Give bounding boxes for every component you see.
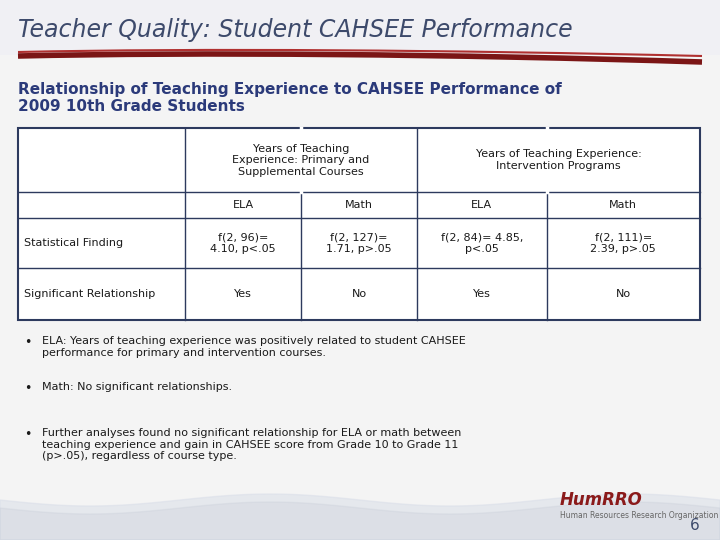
Text: Further analyses found no significant relationship for ELA or math between
teach: Further analyses found no significant re… bbox=[42, 428, 462, 461]
Text: Years of Teaching Experience:
Intervention Programs: Years of Teaching Experience: Interventi… bbox=[476, 150, 642, 171]
Text: ELA: ELA bbox=[233, 200, 253, 210]
Text: Yes: Yes bbox=[473, 289, 491, 299]
Text: Statistical Finding: Statistical Finding bbox=[24, 238, 123, 248]
Bar bbox=[18, 128, 700, 320]
Bar bbox=[0, 0, 720, 55]
Text: 2009 10th Grade Students: 2009 10th Grade Students bbox=[18, 99, 245, 114]
Text: •: • bbox=[24, 428, 32, 441]
Text: Relationship of Teaching Experience to CAHSEE Performance of: Relationship of Teaching Experience to C… bbox=[18, 82, 562, 97]
Text: •: • bbox=[24, 382, 32, 395]
Text: Yes: Yes bbox=[234, 289, 252, 299]
Text: f(2, 84)= 4.85,
p<.05: f(2, 84)= 4.85, p<.05 bbox=[441, 232, 523, 254]
Text: Years of Teaching
Experience: Primary and
Supplemental Courses: Years of Teaching Experience: Primary an… bbox=[233, 144, 369, 177]
Text: HumRRO: HumRRO bbox=[560, 491, 643, 509]
Text: f(2, 96)=
4.10, p<.05: f(2, 96)= 4.10, p<.05 bbox=[210, 232, 276, 254]
Text: No: No bbox=[351, 289, 366, 299]
Text: ELA: Years of teaching experience was positively related to student CAHSEE
perfo: ELA: Years of teaching experience was po… bbox=[42, 336, 466, 357]
Text: f(2, 127)=
1.71, p>.05: f(2, 127)= 1.71, p>.05 bbox=[326, 232, 392, 254]
Text: Math: No significant relationships.: Math: No significant relationships. bbox=[42, 382, 232, 392]
Text: Human Resources Research Organization: Human Resources Research Organization bbox=[560, 510, 719, 519]
Text: Math: Math bbox=[345, 200, 373, 210]
Text: f(2, 111)=
2.39, p>.05: f(2, 111)= 2.39, p>.05 bbox=[590, 232, 656, 254]
Text: •: • bbox=[24, 336, 32, 349]
Text: ELA: ELA bbox=[471, 200, 492, 210]
Text: Math: Math bbox=[609, 200, 637, 210]
Text: Significant Relationship: Significant Relationship bbox=[24, 289, 156, 299]
Text: No: No bbox=[616, 289, 631, 299]
Text: Teacher Quality: Student CAHSEE Performance: Teacher Quality: Student CAHSEE Performa… bbox=[18, 18, 572, 42]
Text: 6: 6 bbox=[690, 517, 700, 532]
